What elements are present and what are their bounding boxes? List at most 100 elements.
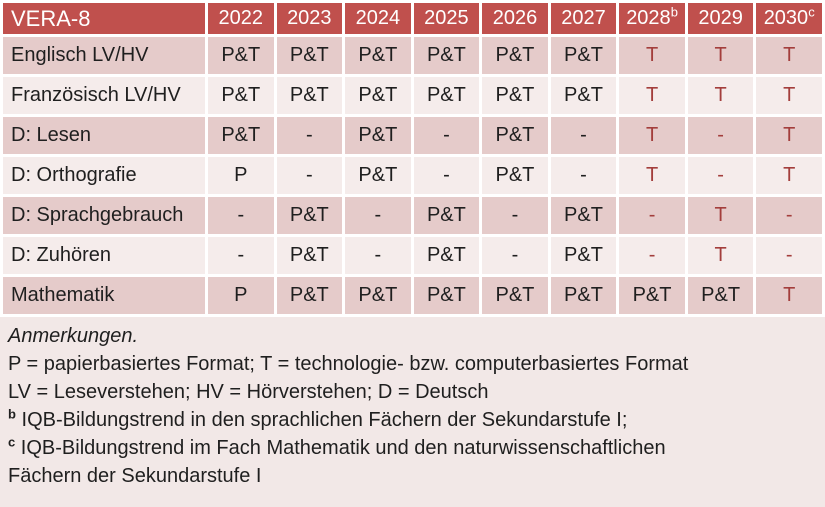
value-cell-2030: T bbox=[756, 117, 822, 154]
value-cell-2029: P&T bbox=[687, 277, 754, 314]
table-row: Französisch LV/HV P&T P&T P&T P&T P&T P&T T T T bbox=[3, 77, 822, 114]
note-c-marker: c bbox=[8, 434, 16, 450]
value-cell-2026: - bbox=[482, 197, 548, 234]
value-cell-2022: - bbox=[208, 237, 274, 274]
value-cell-2030: T bbox=[756, 157, 822, 194]
table-row: D: Orthografie P - P&T - P&T - T - T bbox=[3, 157, 822, 194]
value-cell-2025: P&T bbox=[413, 237, 480, 274]
value-cell-2027: P&T bbox=[550, 277, 617, 314]
value-cell-2023: P&T bbox=[276, 37, 343, 74]
note-c-line2: Fächern der Sekundarstufe I bbox=[8, 465, 262, 487]
value-cell-2023: P&T bbox=[276, 197, 343, 234]
value-cell-2022: P&T bbox=[208, 37, 274, 74]
row-label: Englisch LV/HV bbox=[3, 37, 205, 74]
year-superscript: c bbox=[808, 4, 815, 20]
note-c-line1: c IQB-Bildungstrend im Fach Mathematik u… bbox=[8, 434, 813, 462]
table-row: D: Zuhören - P&T - P&T - P&T - T - bbox=[3, 237, 822, 274]
value-cell-2026: P&T bbox=[482, 157, 548, 194]
note-abbreviations: LV = Leseverstehen; HV = Hörverstehen; D… bbox=[8, 381, 489, 403]
notes: Anmerkungen. P = papierbasiertes Format;… bbox=[0, 317, 825, 507]
year-header-2029: 2029 bbox=[687, 3, 754, 34]
year-header-2026: 2026 bbox=[482, 3, 548, 34]
value-cell-2027: P&T bbox=[550, 37, 617, 74]
value-cell-2028: - bbox=[619, 237, 685, 274]
note-b-text: IQB-Bildungstrend in den sprachlichen Fä… bbox=[21, 409, 628, 431]
table-row: D: Sprachgebrauch - P&T - P&T - P&T - T - bbox=[3, 197, 822, 234]
value-cell-2025: - bbox=[413, 157, 480, 194]
value-cell-2030: - bbox=[756, 237, 822, 274]
value-cell-2028: T bbox=[619, 77, 685, 114]
value-cell-2023: P&T bbox=[276, 277, 343, 314]
value-cell-2027: - bbox=[550, 117, 617, 154]
value-cell-2029: T bbox=[687, 197, 754, 234]
value-cell-2030: - bbox=[756, 197, 822, 234]
row-label: D: Orthografie bbox=[3, 157, 205, 194]
value-cell-2023: P&T bbox=[276, 77, 343, 114]
note-b-marker: b bbox=[8, 406, 16, 422]
row-label: D: Sprachgebrauch bbox=[3, 197, 205, 234]
vera8-table: VERA-8 2022 2023 2024 2025 2026 2027 2028b 2029 2… bbox=[3, 3, 822, 314]
year-superscript: b bbox=[670, 4, 678, 20]
value-cell-2026: - bbox=[482, 237, 548, 274]
value-cell-2024: P&T bbox=[345, 77, 411, 114]
value-cell-2024: - bbox=[345, 237, 411, 274]
value-cell-2023: - bbox=[276, 157, 343, 194]
note-c-text: IQB-Bildungstrend im Fach Mathematik und… bbox=[20, 437, 666, 459]
value-cell-2026: P&T bbox=[482, 77, 548, 114]
note-b: b IQB-Bildungstrend in den sprachlichen … bbox=[8, 406, 813, 434]
value-cell-2024: - bbox=[345, 197, 411, 234]
value-cell-2024: P&T bbox=[345, 157, 411, 194]
value-cell-2028: T bbox=[619, 157, 685, 194]
value-cell-2026: P&T bbox=[482, 277, 548, 314]
value-cell-2022: P&T bbox=[208, 117, 274, 154]
value-cell-2030: T bbox=[756, 277, 822, 314]
value-cell-2028: T bbox=[619, 117, 685, 154]
value-cell-2025: P&T bbox=[413, 197, 480, 234]
table-row: Englisch LV/HV P&T P&T P&T P&T P&T P&T T T T bbox=[3, 37, 822, 74]
value-cell-2023: P&T bbox=[276, 237, 343, 274]
row-label: Mathematik bbox=[3, 277, 205, 314]
row-label: D: Zuhören bbox=[3, 237, 205, 274]
value-cell-2028: - bbox=[619, 197, 685, 234]
value-cell-2029: T bbox=[687, 37, 754, 74]
value-cell-2027: P&T bbox=[550, 197, 617, 234]
table-row: D: Lesen P&T - P&T - P&T - T - T bbox=[3, 117, 822, 154]
value-cell-2022: P bbox=[208, 157, 274, 194]
value-cell-2029: - bbox=[687, 157, 754, 194]
year-header-2028: 2028b bbox=[619, 3, 685, 34]
value-cell-2022: - bbox=[208, 197, 274, 234]
value-cell-2028: P&T bbox=[619, 277, 685, 314]
value-cell-2030: T bbox=[756, 77, 822, 114]
value-cell-2024: P&T bbox=[345, 117, 411, 154]
value-cell-2025: P&T bbox=[413, 277, 480, 314]
value-cell-2027: P&T bbox=[550, 237, 617, 274]
value-cell-2028: T bbox=[619, 37, 685, 74]
value-cell-2024: P&T bbox=[345, 277, 411, 314]
value-cell-2026: P&T bbox=[482, 117, 548, 154]
value-cell-2027: - bbox=[550, 157, 617, 194]
year-header-2022: 2022 bbox=[208, 3, 274, 34]
value-cell-2030: T bbox=[756, 37, 822, 74]
value-cell-2026: P&T bbox=[482, 37, 548, 74]
year-header-2023: 2023 bbox=[276, 3, 343, 34]
value-cell-2025: - bbox=[413, 117, 480, 154]
value-cell-2029: T bbox=[687, 237, 754, 274]
value-cell-2029: T bbox=[687, 77, 754, 114]
year-header-2025: 2025 bbox=[413, 3, 480, 34]
row-label: D: Lesen bbox=[3, 117, 205, 154]
value-cell-2027: P&T bbox=[550, 77, 617, 114]
table-header-row: VERA-8 2022 2023 2024 2025 2026 2027 2028b 2029 2… bbox=[3, 3, 822, 34]
year-header-2030: 2030c bbox=[756, 3, 822, 34]
table-row: Mathematik P P&T P&T P&T P&T P&T P&T P&T T bbox=[3, 277, 822, 314]
year-header-2027: 2027 bbox=[550, 3, 617, 34]
value-cell-2025: P&T bbox=[413, 37, 480, 74]
value-cell-2024: P&T bbox=[345, 37, 411, 74]
note-formats: P = papierbasiertes Format; T = technolo… bbox=[8, 353, 689, 375]
value-cell-2025: P&T bbox=[413, 77, 480, 114]
value-cell-2022: P bbox=[208, 277, 274, 314]
value-cell-2022: P&T bbox=[208, 77, 274, 114]
notes-title: Anmerkungen. bbox=[8, 325, 139, 347]
value-cell-2023: - bbox=[276, 117, 343, 154]
row-label: Französisch LV/HV bbox=[3, 77, 205, 114]
value-cell-2029: - bbox=[687, 117, 754, 154]
